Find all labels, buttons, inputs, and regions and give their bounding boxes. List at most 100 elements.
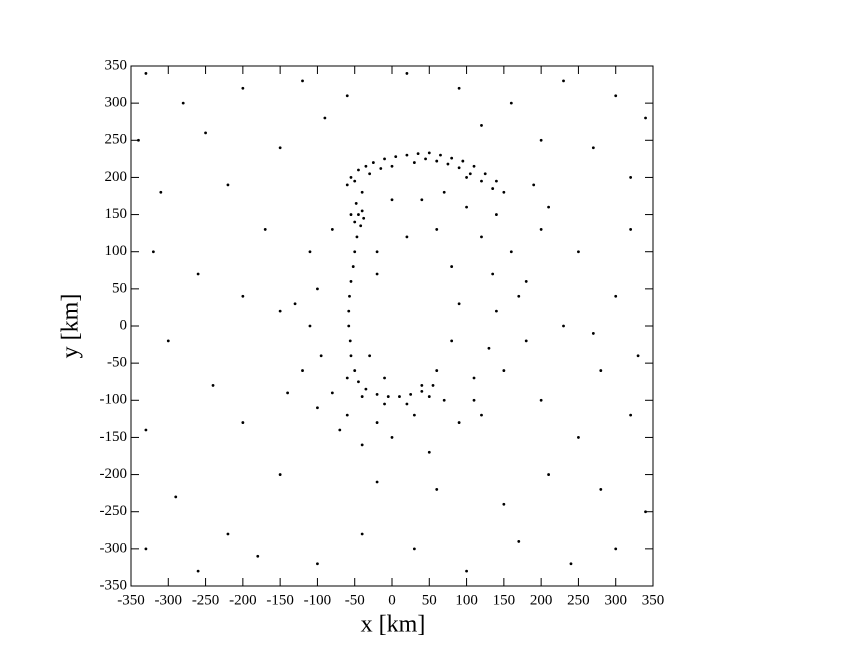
x-tick-label: 100 <box>455 592 478 608</box>
point <box>375 480 379 484</box>
point <box>394 155 398 159</box>
point <box>439 153 442 157</box>
point <box>301 369 304 372</box>
x-tick-label: -100 <box>304 592 332 608</box>
plot-frame <box>130 65 654 587</box>
point <box>480 124 483 127</box>
point <box>480 413 483 417</box>
point <box>166 339 170 343</box>
point <box>286 391 289 395</box>
point <box>371 161 375 164</box>
x-tick-label: 200 <box>530 592 553 608</box>
point <box>405 72 409 75</box>
point <box>353 369 357 372</box>
point <box>562 79 565 83</box>
point <box>241 294 245 298</box>
point <box>457 302 461 306</box>
point <box>360 443 364 447</box>
point <box>360 190 364 194</box>
point <box>375 272 379 276</box>
point <box>599 488 603 491</box>
point <box>431 384 435 387</box>
y-tick-label: -50 <box>107 355 127 371</box>
point <box>461 159 465 163</box>
point <box>347 309 351 313</box>
point <box>457 166 461 170</box>
point <box>301 79 304 83</box>
point <box>390 436 394 439</box>
point <box>480 235 483 239</box>
y-tick-label: -300 <box>100 540 128 556</box>
point <box>450 265 454 268</box>
point <box>359 224 363 228</box>
point <box>345 94 349 98</box>
point <box>509 250 513 254</box>
point <box>465 176 468 179</box>
point <box>427 151 431 155</box>
point <box>362 216 366 220</box>
y-tick-label: -150 <box>100 429 128 445</box>
point <box>256 554 260 558</box>
point <box>390 164 394 168</box>
point <box>151 250 155 254</box>
point <box>495 213 498 216</box>
y-tick-label: 50 <box>112 280 127 296</box>
point <box>412 161 416 164</box>
point <box>435 228 439 231</box>
point <box>547 473 550 476</box>
point <box>468 172 472 176</box>
point <box>405 402 409 406</box>
point <box>316 406 319 410</box>
point <box>353 250 357 254</box>
point <box>345 376 349 380</box>
point <box>383 376 386 380</box>
point <box>591 146 595 150</box>
point <box>360 395 364 398</box>
point <box>495 179 498 183</box>
point <box>517 294 521 298</box>
point <box>465 205 468 209</box>
x-tick-label: -50 <box>345 592 365 608</box>
point <box>348 294 351 298</box>
point <box>226 183 230 187</box>
point <box>383 157 386 161</box>
point <box>465 569 468 573</box>
point <box>349 213 353 216</box>
y-axis-label: y [km] <box>58 294 84 359</box>
point <box>577 250 580 254</box>
point <box>442 398 446 402</box>
point <box>636 354 640 358</box>
point <box>144 547 148 551</box>
point <box>144 428 148 432</box>
point <box>629 176 633 179</box>
point <box>532 183 536 187</box>
y-tick-label: -200 <box>100 466 128 482</box>
point <box>524 280 528 283</box>
point <box>137 138 140 142</box>
point <box>569 562 573 566</box>
point <box>316 287 319 291</box>
point <box>349 280 353 283</box>
point <box>457 86 461 90</box>
point <box>420 198 424 202</box>
point <box>480 179 483 183</box>
point <box>420 389 424 393</box>
point <box>360 209 364 213</box>
point <box>364 164 368 168</box>
point <box>293 302 297 306</box>
point <box>308 324 312 328</box>
x-tick-label: -150 <box>266 592 294 608</box>
point <box>457 421 461 424</box>
point <box>614 294 618 298</box>
point <box>472 376 476 380</box>
point <box>450 339 454 343</box>
point <box>502 190 506 194</box>
y-tick-label: 150 <box>105 206 128 222</box>
y-tick-label: -250 <box>100 503 128 519</box>
x-tick-label: -300 <box>155 592 183 608</box>
point <box>424 157 427 161</box>
point <box>405 235 409 239</box>
point <box>644 510 647 514</box>
